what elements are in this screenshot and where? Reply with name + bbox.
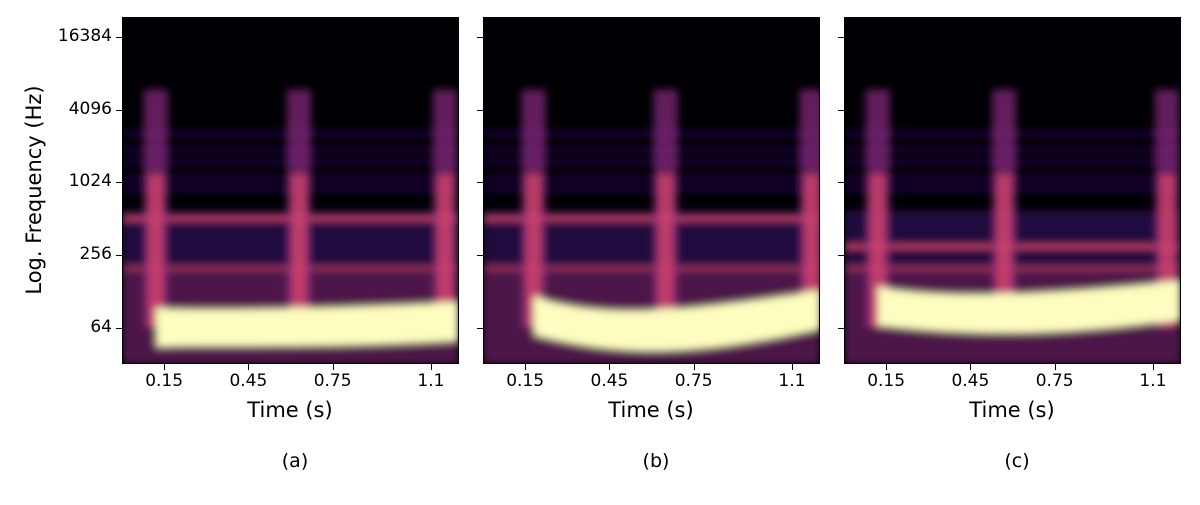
xtick-mark <box>332 364 334 370</box>
xtick-label: 0.15 <box>867 371 906 391</box>
xtick-mark <box>1152 364 1154 370</box>
bass-band <box>877 280 1181 334</box>
xtick-label: 0.45 <box>590 371 629 391</box>
spectrogram-panel-a <box>122 17 459 364</box>
onset-burst <box>657 174 674 328</box>
ytick-mark <box>477 182 483 184</box>
x-axis-label: Time (s) <box>247 398 333 422</box>
harmonic-line <box>483 176 820 181</box>
ytick-mark <box>116 37 122 38</box>
x-axis-label: Time (s) <box>969 398 1055 422</box>
xtick-label: 0.45 <box>951 371 990 391</box>
onset-burst <box>525 174 542 328</box>
harmonic-line <box>483 215 820 222</box>
ytick-label: 16384 <box>57 26 112 46</box>
xtick-mark <box>1054 364 1056 370</box>
ytick-mark <box>477 327 483 329</box>
harmonic-line <box>483 131 820 136</box>
xtick-mark <box>693 364 695 370</box>
ytick-mark <box>116 255 122 256</box>
xtick-label: 0.75 <box>313 371 352 391</box>
xtick-mark <box>248 364 250 370</box>
xtick-label: 0.15 <box>145 371 184 391</box>
ytick-mark <box>838 327 844 329</box>
ytick-mark <box>477 109 483 111</box>
ytick-mark <box>838 109 844 111</box>
onset-burst <box>803 174 820 328</box>
harmonic-line <box>483 264 820 271</box>
xtick-mark <box>609 364 611 370</box>
xtick-label: 0.75 <box>674 371 713 391</box>
ytick-mark <box>838 255 844 256</box>
xtick-mark <box>791 364 793 370</box>
onset-burst <box>147 174 164 328</box>
ytick-label: 64 <box>90 316 112 337</box>
x-axis-label: Time (s) <box>608 398 694 422</box>
ytick-mark <box>838 37 844 38</box>
onset-burst <box>290 174 307 328</box>
bass-band <box>155 301 459 348</box>
onset-burst <box>436 174 453 328</box>
spectrogram-svg <box>844 89 1181 364</box>
ytick-label: 1024 <box>68 171 112 192</box>
ytick-mark <box>477 37 483 38</box>
xtick-mark <box>525 364 527 370</box>
xtick-label: 0.15 <box>506 371 545 391</box>
spectrogram-panel-b <box>483 17 820 364</box>
panel-caption-a: (a) <box>281 450 309 472</box>
xtick-label: 1.1 <box>417 371 445 391</box>
panel-caption-c: (c) <box>1004 450 1030 472</box>
harmonic-line <box>483 160 820 165</box>
ytick-label: 4096 <box>68 98 112 119</box>
ytick-mark <box>477 255 483 256</box>
xtick-mark <box>886 364 888 370</box>
xtick-mark <box>430 364 432 370</box>
ytick-mark <box>116 327 122 329</box>
ytick-mark <box>838 182 844 184</box>
xtick-label: 1.1 <box>778 371 806 391</box>
harmonic-line <box>483 147 820 152</box>
spectrogram-svg <box>483 89 820 364</box>
ytick-label: 256 <box>79 244 112 264</box>
spectrogram-panel-c <box>844 17 1181 364</box>
xtick-mark <box>164 364 166 370</box>
harmonic-line <box>483 187 820 192</box>
xtick-label: 1.1 <box>1139 371 1167 391</box>
bass-band <box>533 289 820 352</box>
ytick-mark <box>116 109 122 111</box>
ytick-mark <box>116 182 122 184</box>
panel-caption-b: (b) <box>642 450 670 472</box>
onset-burst <box>996 174 1013 328</box>
spectrogram-svg <box>122 89 459 364</box>
xtick-label: 0.45 <box>229 371 268 391</box>
xtick-label: 0.75 <box>1035 371 1074 391</box>
xtick-mark <box>970 364 972 370</box>
